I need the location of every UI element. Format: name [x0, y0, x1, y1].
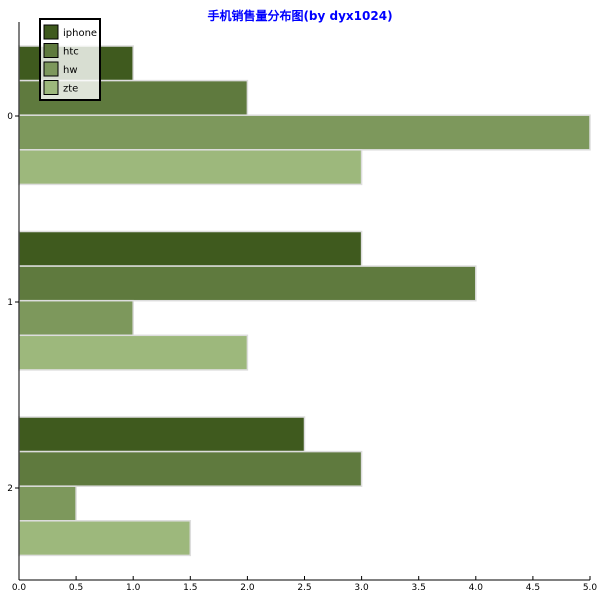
legend-swatch-htc: [43, 43, 59, 58]
x-tick-label: 4.0: [469, 583, 484, 593]
legend-label-zte: zte: [63, 84, 78, 95]
y-tick-label: 2: [7, 484, 13, 494]
x-tick-label: 5.0: [583, 583, 598, 593]
bar-htc-1: [18, 265, 477, 302]
legend-swatch-hw: [43, 61, 59, 77]
legend-label-iphone: iphone: [63, 28, 97, 39]
legend-label-hw: hw: [63, 65, 78, 76]
bar-zte-0: [18, 149, 363, 186]
bar-hw-2: [18, 485, 77, 522]
legend-label-htc: htc: [63, 47, 79, 58]
x-tick-label: 1.5: [183, 583, 197, 593]
bar-hw-0: [18, 114, 591, 151]
bars-group: [18, 45, 591, 557]
axes-group: 0.0 0.5 1.0 1.5 2.0 2.5 3.0 3.5 4.0 4.5 5.0 0 1 2: [7, 22, 597, 593]
x-tick-label: 0.0: [12, 583, 27, 593]
y-tick-label: 0: [7, 112, 13, 122]
y-tick-label: 1: [7, 298, 13, 308]
x-tick-label: 2.5: [297, 583, 311, 593]
bar-iphone-2: [18, 416, 306, 453]
chart-title: 手机销售量分布图(by dyx1024): [207, 8, 392, 23]
bar-iphone-1: [18, 230, 363, 267]
x-tick-label: 1.0: [126, 583, 141, 593]
bar-hw-1: [18, 299, 134, 337]
x-tick-label: 3.0: [354, 583, 369, 593]
bar-zte-2: [18, 520, 192, 557]
x-tick-label: 2.0: [240, 583, 255, 593]
legend: iphone htc hw zte: [39, 18, 101, 101]
x-tick-label: 4.5: [526, 583, 540, 593]
bar-htc-2: [18, 450, 363, 487]
x-tick-label: 3.5: [412, 583, 426, 593]
legend-swatch-zte: [43, 80, 59, 95]
x-tick-label: 0.5: [69, 583, 83, 593]
bar-zte-1: [18, 334, 249, 371]
legend-swatch-iphone: [43, 24, 59, 40]
